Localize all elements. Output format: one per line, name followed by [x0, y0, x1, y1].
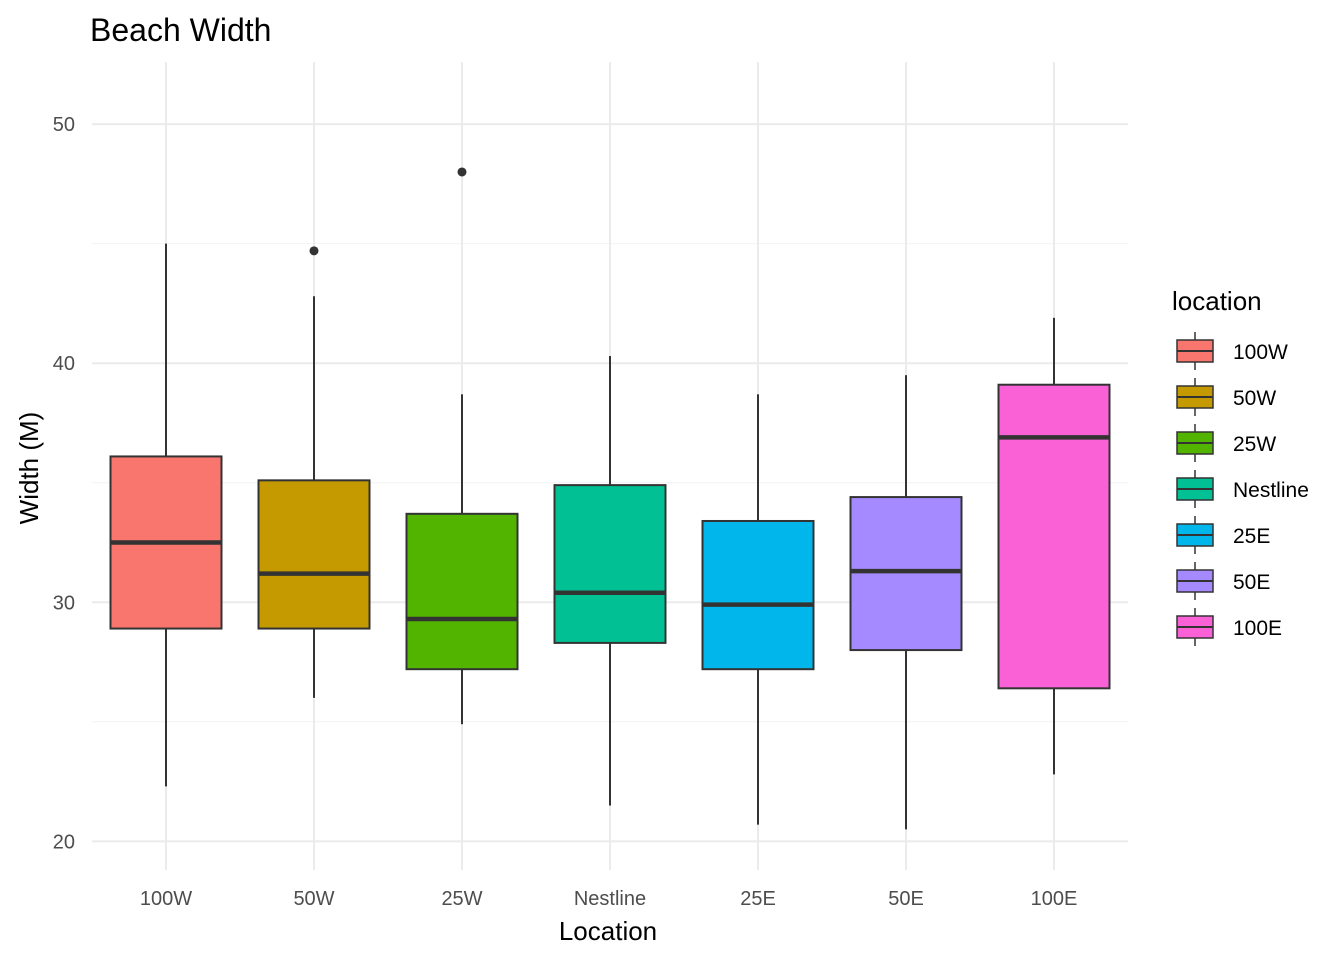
legend-label: 25E: [1233, 525, 1270, 548]
x-tick-label: 100W: [140, 888, 192, 910]
box-100e: [997, 317, 1111, 775]
box-body: [701, 519, 815, 671]
boxes: [109, 167, 1111, 830]
box-50w: [257, 246, 371, 698]
legend-item-50e: 50E: [1176, 562, 1270, 600]
outlier-point: [457, 167, 467, 177]
y-tick-label: 50: [53, 114, 75, 136]
x-tick-label: 100E: [1031, 888, 1078, 910]
x-tick-label: 50W: [293, 888, 334, 910]
box-nestline: [553, 356, 667, 806]
x-tick-label: Nestline: [574, 888, 646, 910]
box-50e: [849, 375, 963, 830]
box-body: [849, 496, 963, 652]
legend-item-nestline: Nestline: [1176, 470, 1309, 508]
outlier-point: [309, 246, 319, 256]
legend-label: 100W: [1233, 341, 1288, 364]
y-axis-ticks: 20 30 40 50: [53, 114, 75, 853]
box-body: [257, 479, 371, 630]
legend-label: 50W: [1233, 387, 1276, 410]
legend: location 100W 50W 25W Nestline 25E 50E 100E: [1172, 286, 1309, 646]
legend-item-100w: 100W: [1176, 332, 1288, 370]
legend-title: location: [1172, 286, 1262, 316]
y-tick-label: 30: [53, 592, 75, 614]
x-axis-title: Location: [559, 916, 657, 946]
legend-item-100e: 100E: [1176, 608, 1282, 646]
y-tick-label: 20: [53, 831, 75, 853]
legend-item-50w: 50W: [1176, 378, 1276, 416]
x-axis-ticks: 100W 50W 25W Nestline 25E 50E 100E: [140, 888, 1077, 910]
y-axis-title: Width (M): [14, 412, 44, 525]
x-tick-label: 25E: [740, 888, 776, 910]
box-100w: [109, 243, 223, 787]
legend-item-25w: 25W: [1176, 424, 1276, 462]
box-body: [553, 484, 667, 644]
x-tick-label: 25W: [441, 888, 482, 910]
legend-label: 100E: [1233, 617, 1282, 640]
chart-title: Beach Width: [90, 12, 271, 48]
box-25e: [701, 394, 815, 825]
x-tick-label: 50E: [888, 888, 924, 910]
legend-label: Nestline: [1233, 479, 1309, 502]
legend-label: 25W: [1233, 433, 1276, 456]
box-25w: [405, 167, 519, 725]
y-tick-label: 40: [53, 353, 75, 375]
legend-item-25e: 25E: [1176, 516, 1270, 554]
box-body: [997, 383, 1111, 690]
box-body: [405, 512, 519, 671]
legend-label: 50E: [1233, 571, 1270, 594]
